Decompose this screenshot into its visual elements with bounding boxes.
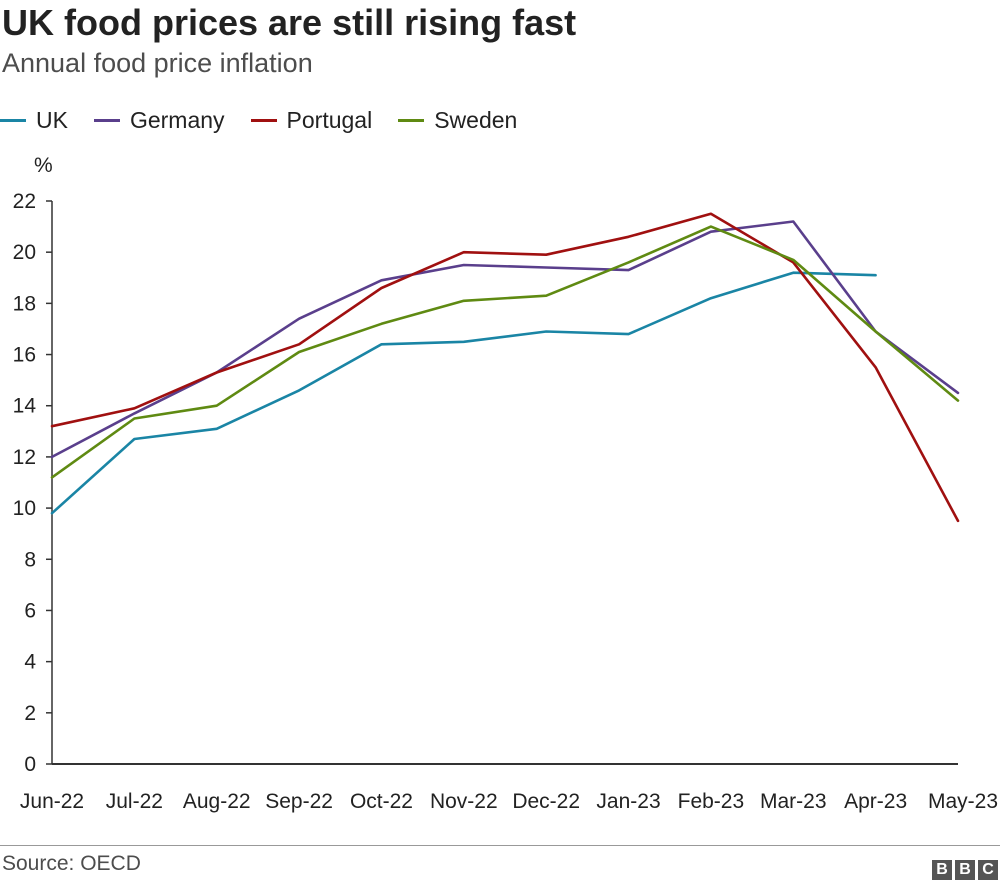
y-tick-label: 22 [13, 190, 36, 213]
y-tick-label: 14 [13, 395, 37, 418]
legend-item-sweden: Sweden [398, 107, 517, 134]
x-tick-label: Aug-22 [183, 790, 251, 813]
x-tick-label: Jun-22 [20, 790, 84, 813]
y-axis-unit-label: % [34, 154, 53, 177]
legend-swatch-sweden [398, 118, 425, 122]
bbc-logo-letter: B [955, 860, 975, 880]
x-tick-label: Jul-22 [106, 790, 163, 813]
chart-title: UK food prices are still rising fast [2, 2, 577, 43]
legend-swatch-uk [0, 118, 26, 122]
chart-subtitle: Annual food price inflation [2, 48, 313, 78]
x-tick-label: Sep-22 [265, 790, 333, 813]
y-tick-label: 8 [24, 548, 36, 571]
legend-label-germany: Germany [129, 106, 225, 133]
legend-label-uk: UK [36, 106, 68, 133]
y-tick-label: 2 [24, 702, 36, 725]
legend-item-germany: Germany [93, 106, 225, 134]
y-tick-label: 0 [24, 753, 36, 776]
line-chart: % 0 2 4 6 8 10 12 14 16 18 20 22 Jun-22 Jul-22 Aug-22 Se… [13, 154, 998, 813]
series-line-uk [50, 271, 877, 515]
x-tick-label: Apr-23 [844, 790, 907, 813]
y-tick-label: 10 [13, 497, 36, 520]
bbc-logo-letter: B [932, 860, 952, 880]
series-line-sweden [50, 225, 960, 479]
legend-swatch-germany [93, 118, 120, 122]
legend-label-portugal: Portugal [286, 106, 373, 133]
x-tick-label: Dec-22 [512, 790, 580, 813]
y-tick-label: 16 [13, 344, 36, 367]
y-tick-label: 18 [13, 292, 36, 315]
legend-item-uk: UK [0, 107, 68, 134]
y-tick-label: 20 [13, 241, 36, 264]
source-note: Source: OECD [2, 852, 141, 875]
series-line-germany [50, 220, 960, 459]
y-tick-label: 6 [24, 599, 36, 622]
x-tick-label: Oct-22 [350, 790, 413, 813]
x-tick-label: Jan-23 [596, 790, 660, 813]
x-tick-label: Nov-22 [430, 790, 498, 813]
bbc-logo: B B C [929, 860, 998, 880]
footer-divider [0, 845, 1000, 846]
bbc-logo-letter: C [978, 860, 998, 880]
legend-label-sweden: Sweden [434, 106, 518, 133]
series-line-portugal [50, 212, 960, 523]
x-tick-label: Mar-23 [760, 790, 827, 813]
legend-swatch-portugal [250, 118, 277, 122]
legend: UK Germany Portugal Sweden [0, 104, 543, 136]
x-tick-label: Feb-23 [678, 790, 745, 813]
legend-item-portugal: Portugal [250, 106, 373, 134]
y-tick-label: 4 [24, 651, 36, 674]
y-tick-label: 12 [13, 446, 36, 469]
x-tick-label: May-23 [928, 790, 998, 813]
